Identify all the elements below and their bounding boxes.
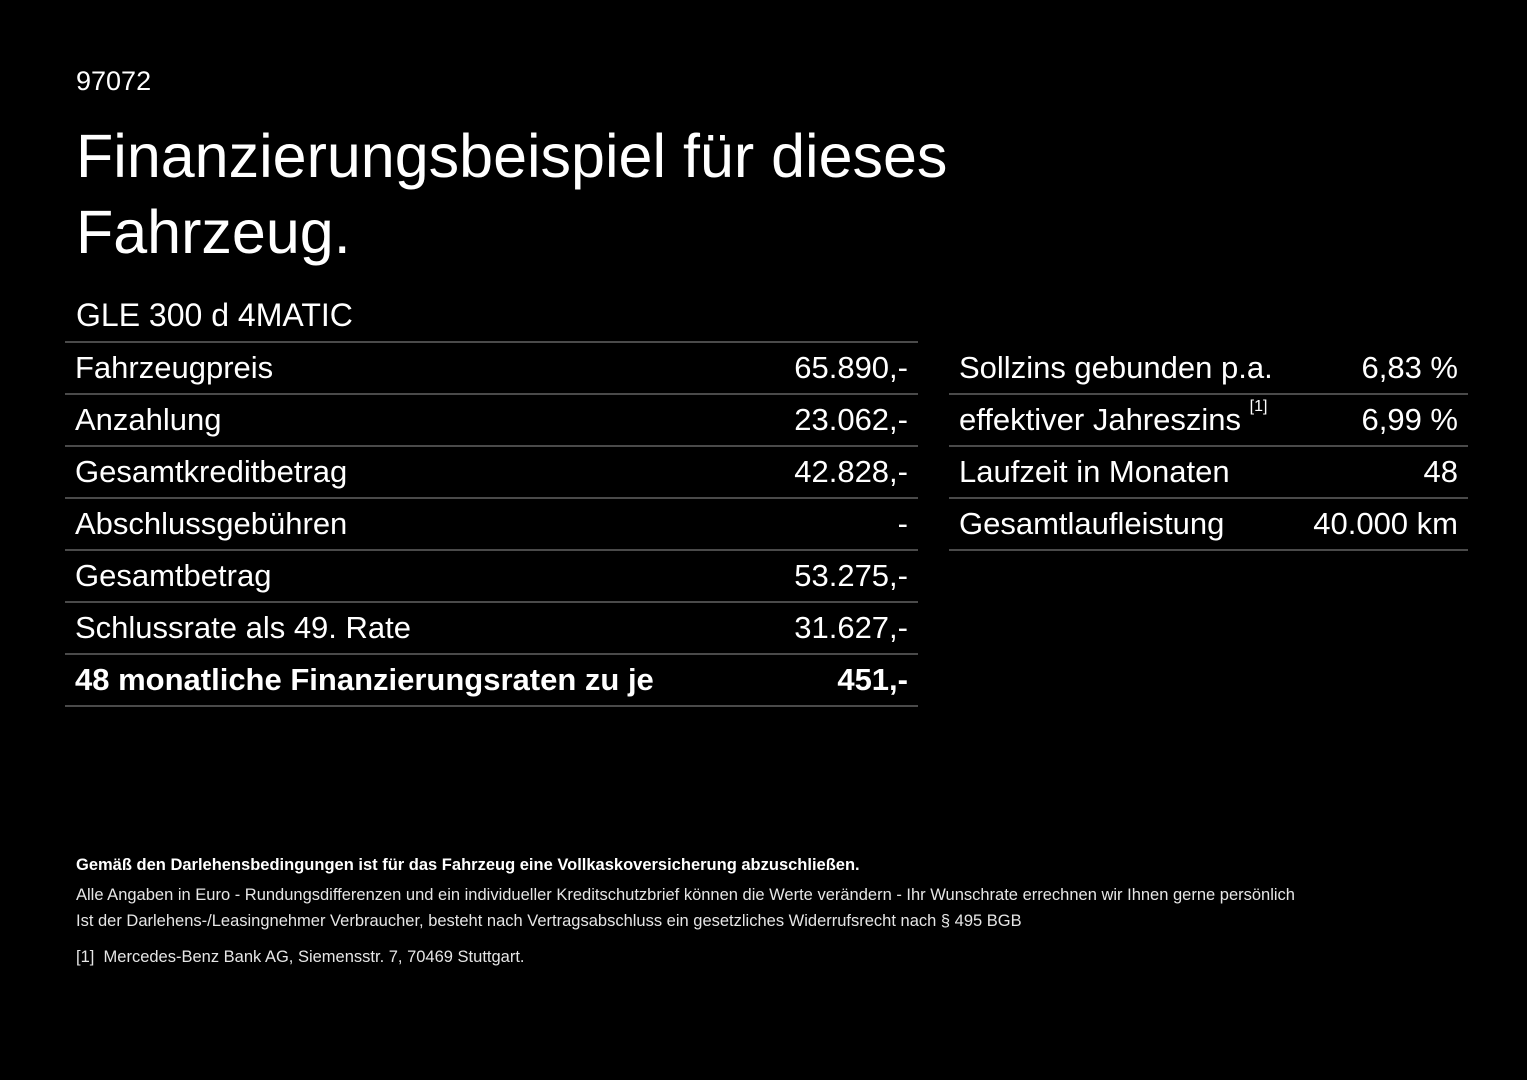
- table-row: Abschlussgebühren -: [65, 498, 918, 551]
- legal-notes: Gemäß den Darlehensbedingungen ist für d…: [76, 852, 1295, 970]
- page-title: Finanzierungsbeispiel für dieses Fahrzeu…: [76, 122, 948, 266]
- row-value: 451,-: [762, 654, 918, 707]
- row-value: 31.627,-: [762, 602, 918, 655]
- row-label: Anzahlung: [65, 394, 763, 447]
- footnote: [1] Mercedes-Benz Bank AG, Siemensstr. 7…: [76, 944, 1295, 970]
- footnote-ref: [1]: [1249, 398, 1268, 415]
- row-value: 23.062,-: [762, 394, 918, 447]
- row-label: Gesamtbetrag: [65, 550, 763, 603]
- interest-table: Sollzins gebunden p.a. 6,83 % effektiver …: [949, 343, 1468, 551]
- insurance-note: Gemäß den Darlehensbedingungen ist für d…: [76, 856, 860, 874]
- table-row: Gesamtkreditbetrag 42.828,-: [65, 446, 918, 499]
- model-name: GLE 300 d 4MATIC: [76, 297, 353, 333]
- table-row: Gesamtlaufleistung 40.000 km: [949, 498, 1468, 551]
- financing-table: Fahrzeugpreis 65.890,- Anzahlung 23.062,- …: [65, 341, 918, 707]
- table-row: Laufzeit in Monaten 48: [949, 446, 1468, 499]
- row-value: 6,83 %: [1296, 343, 1468, 395]
- table-row: effektiver Jahreszins [1] 6,99 %: [949, 394, 1468, 447]
- row-label: Sollzins gebunden p.a.: [949, 343, 1297, 395]
- row-label: Gesamtkreditbetrag: [65, 446, 763, 499]
- row-label: effektiver Jahreszins: [959, 402, 1241, 437]
- table-row: Schlussrate als 49. Rate 31.627,-: [65, 602, 918, 655]
- table-row: Sollzins gebunden p.a. 6,83 %: [949, 343, 1468, 395]
- vehicle-code: 97072: [76, 66, 152, 96]
- row-label: Gesamtlaufleistung: [949, 498, 1297, 551]
- row-value: 48: [1296, 446, 1468, 499]
- row-value: -: [762, 498, 918, 551]
- row-label: Fahrzeugpreis: [65, 342, 763, 395]
- table-row: Gesamtbetrag 53.275,-: [65, 550, 918, 603]
- footnote-text: Mercedes-Benz Bank AG, Siemensstr. 7, 70…: [103, 948, 525, 966]
- table-row: Anzahlung 23.062,-: [65, 394, 918, 447]
- row-label: 48 monatliche Finanzierungsraten zu je: [65, 654, 763, 707]
- row-value: 40.000 km: [1296, 498, 1468, 551]
- row-label-cell: effektiver Jahreszins [1]: [949, 394, 1297, 447]
- row-value: 6,99 %: [1296, 394, 1468, 447]
- note-line: Alle Angaben in Euro - Rundungsdifferenz…: [76, 886, 1295, 904]
- row-value: 65.890,-: [762, 342, 918, 395]
- monthly-rate-row: 48 monatliche Finanzierungsraten zu je 45…: [65, 654, 918, 707]
- row-label: Laufzeit in Monaten: [949, 446, 1297, 499]
- note-line: Ist der Darlehens-/Leasingnehmer Verbrau…: [76, 912, 1022, 930]
- footnote-mark: [1]: [76, 948, 95, 966]
- row-value: 53.275,-: [762, 550, 918, 603]
- row-label: Abschlussgebühren: [65, 498, 763, 551]
- row-value: 42.828,-: [762, 446, 918, 499]
- table-row: Fahrzeugpreis 65.890,-: [65, 342, 918, 395]
- row-label: Schlussrate als 49. Rate: [65, 602, 763, 655]
